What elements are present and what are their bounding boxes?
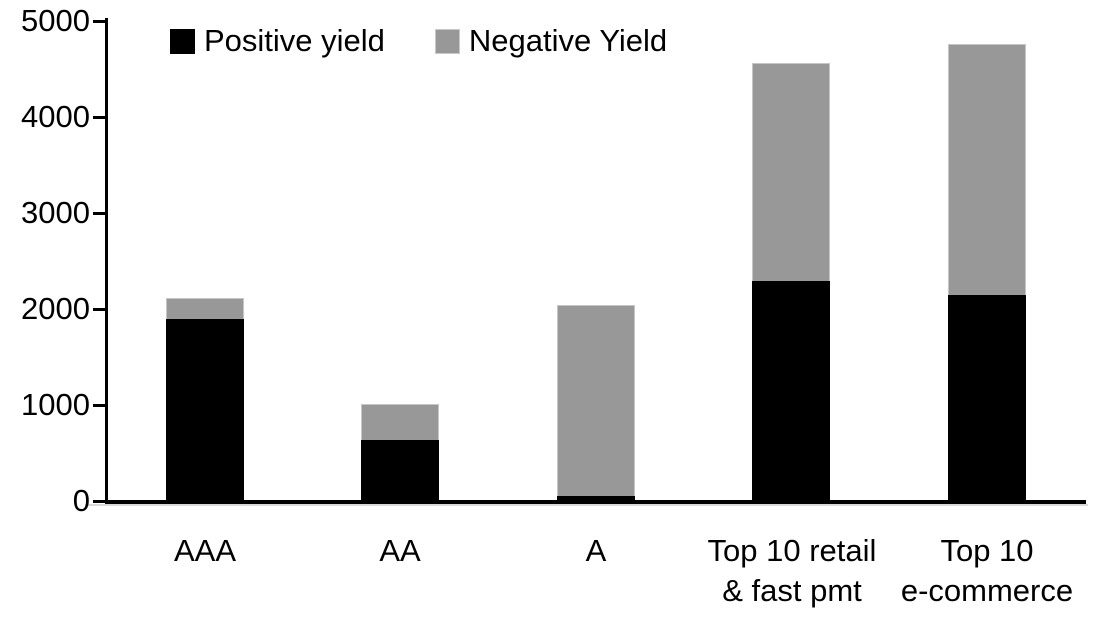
y-tick-label-4000: 4000 [21,99,90,134]
y-tick-4000 [93,116,105,119]
legend-swatch-positive-yield [170,28,195,54]
bar-a-negative-yield [557,305,635,496]
x-category-label-a: A [585,533,607,568]
bar-top-10-e-commerce-positive-yield [948,295,1026,500]
y-tick-1000 [93,404,105,407]
legend-label-negative-yield: Negative Yield [468,23,668,58]
chart-legend: Positive yield Negative Yield [170,16,667,66]
bar-aa-positive-yield [361,440,439,500]
x-category-label-top-10-e-commerce: Top 10 e-commerce [900,533,1074,608]
x-axis-line [105,500,1086,504]
legend-item-positive-yield: Positive yield [170,24,385,58]
x-category-label-aa: AA [379,533,421,568]
y-tick-label-0: 0 [72,483,90,518]
x-axis-underline [85,504,1088,506]
legend-swatch-negative-yield [434,28,460,54]
bar-aaa-negative-yield [166,298,244,319]
y-tick-3000 [93,212,105,215]
bar-aa-negative-yield [361,404,439,440]
bar-top-10-retail-fast-pmt-positive-yield [752,281,830,500]
y-tick-2000 [93,308,105,311]
y-tick-label-5000: 5000 [21,3,90,38]
x-category-label-aaa: AAA [173,533,237,568]
y-axis-line [105,18,108,504]
y-tick-label-2000: 2000 [21,291,90,326]
y-tick-0 [93,500,105,503]
bar-top-10-e-commerce-negative-yield [948,44,1026,295]
y-tick-label-1000: 1000 [21,387,90,422]
bar-aaa-positive-yield [166,319,244,500]
y-tick-label-3000: 3000 [21,195,90,230]
bar-a-positive-yield [557,496,635,500]
legend-item-negative-yield: Negative Yield [434,23,668,58]
bar-top-10-retail-fast-pmt-negative-yield [752,63,830,281]
y-tick-5000 [93,20,105,23]
legend-label-positive-yield: Positive yield [204,23,385,58]
x-category-label-top-10-retail-fast-pmt: Top 10 retail & fast pmt [707,533,877,608]
